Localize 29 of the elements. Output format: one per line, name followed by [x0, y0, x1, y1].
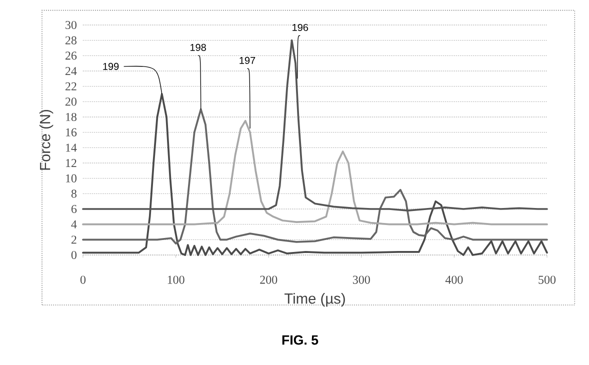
annotation: 198 [190, 44, 206, 51]
y-tick-label: 24 [65, 67, 77, 75]
x-tick-label: 200 [260, 276, 278, 284]
y-tick-label: 22 [65, 82, 76, 90]
x-tick-label: 500 [538, 276, 556, 284]
annotation: 197 [240, 56, 256, 64]
y-tick-label: 10 [66, 174, 76, 182]
y-tick-label: 28 [65, 36, 76, 44]
x-tick-label: 300 [352, 276, 370, 284]
annotation: 199 [103, 62, 119, 70]
caption: FIG. 5 [282, 335, 318, 345]
y-tick-label: 26 [65, 52, 77, 60]
y-tick-label: 2 [71, 236, 76, 244]
y-axis-title: Force (N) [39, 110, 54, 170]
y-tick-label: 16 [66, 128, 77, 136]
x-tick-label: 100 [168, 276, 184, 284]
y-tick-label: 20 [65, 98, 76, 106]
x-axis-title: Time (µs) [284, 292, 345, 307]
y-tick-label: 8 [71, 190, 76, 198]
x-tick-label: 0 [80, 276, 86, 284]
y-tick-label: 6 [71, 204, 77, 214]
y-tick-label: 0 [71, 250, 76, 260]
y-tick-label: 4 [71, 220, 77, 228]
annotation: 196 [292, 24, 308, 32]
y-tick-label: 14 [66, 144, 77, 152]
y-tick-label: 30 [66, 20, 76, 30]
x-tick-label: 400 [445, 276, 463, 284]
y-tick-label: 12 [66, 159, 76, 167]
y-tick-label: 18 [66, 112, 76, 122]
